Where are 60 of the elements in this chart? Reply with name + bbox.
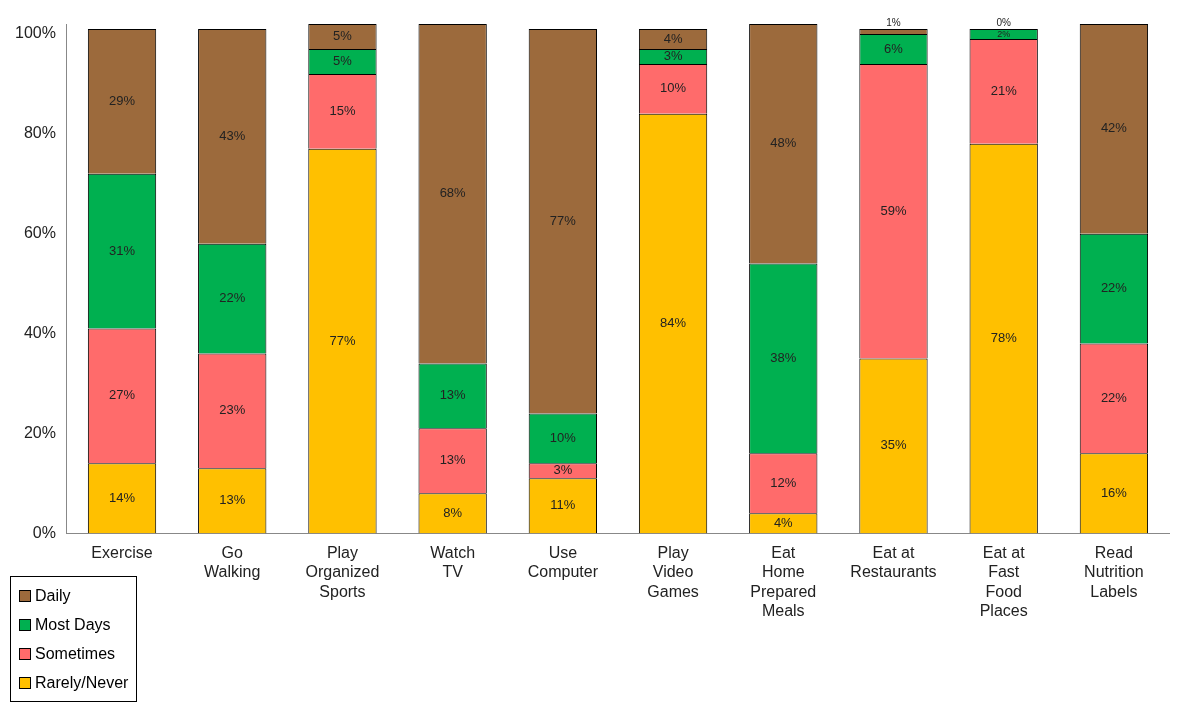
data-label: 13%: [219, 492, 246, 508]
data-label: 15%: [329, 102, 356, 118]
data-label: 48%: [770, 135, 797, 151]
data-label: 11%: [550, 497, 576, 513]
y-tick-label: 80%: [23, 124, 56, 142]
data-label: 22%: [219, 290, 246, 306]
x-tick-label: Eat at Fast Food Places: [979, 544, 1028, 619]
legend-label: Most Days: [35, 615, 111, 634]
x-tick-label: Play Organized Sports: [305, 544, 380, 600]
data-label: 38%: [770, 350, 797, 366]
data-label: 6%: [884, 40, 904, 56]
x-tick-label: Exercise: [91, 544, 153, 562]
data-label: 12%: [770, 474, 797, 490]
data-label: 14%: [109, 489, 136, 505]
data-label: 84%: [660, 315, 687, 331]
x-tick-label: Use Computer: [527, 544, 599, 581]
data-label: 5%: [333, 53, 353, 69]
data-label: 13%: [439, 452, 467, 468]
data-label: 8%: [443, 504, 463, 520]
data-label: 31%: [109, 242, 136, 258]
legend-label: Sometimes: [35, 644, 116, 663]
y-tick-label: 40%: [23, 323, 56, 341]
x-tick-label: Read Nutrition Labels: [1084, 544, 1144, 600]
legend-label: Daily: [35, 586, 71, 605]
data-label: 10%: [660, 80, 687, 96]
data-label: 43%: [219, 127, 246, 143]
data-label: 23%: [219, 402, 246, 418]
x-tick-label: Eat Home Prepared Meals: [750, 544, 817, 619]
data-label: 3%: [663, 48, 683, 64]
data-label: 77%: [329, 332, 356, 348]
data-label: 35%: [880, 437, 907, 453]
legend-label: Rarely/Never: [35, 673, 129, 692]
data-label: 3%: [553, 462, 573, 478]
data-label: 21%: [990, 82, 1018, 98]
data-label: 29%: [109, 92, 136, 108]
data-label: 13%: [439, 387, 467, 403]
x-tick-label: Go Walking: [204, 544, 261, 581]
y-tick-label: 20%: [23, 423, 56, 441]
data-label: 42%: [1100, 120, 1128, 136]
data-label: 22%: [1100, 389, 1128, 405]
data-label: 59%: [880, 202, 907, 218]
data-label: 0%: [996, 16, 1012, 28]
data-label: 1%: [886, 16, 901, 28]
data-label: 78%: [990, 330, 1018, 346]
data-label: 22%: [1100, 280, 1128, 296]
y-tick-label: 60%: [23, 224, 56, 242]
data-label: 4%: [663, 30, 683, 46]
y-tick-label: 0%: [32, 523, 56, 541]
data-label: 2%: [997, 28, 1011, 39]
data-label: 68%: [439, 185, 467, 201]
x-tick-label: Eat at Restaurants: [850, 544, 937, 581]
x-tick-label: Watch TV: [430, 544, 476, 581]
y-tick-label: 100%: [15, 24, 56, 42]
data-label: 4%: [773, 514, 794, 530]
data-label: 5%: [333, 28, 353, 44]
data-label: 77%: [549, 212, 577, 228]
data-label: 27%: [109, 387, 136, 403]
data-label: 10%: [549, 429, 577, 445]
x-tick-label: Play Video Games: [647, 544, 699, 600]
data-label: 16%: [1100, 484, 1128, 500]
